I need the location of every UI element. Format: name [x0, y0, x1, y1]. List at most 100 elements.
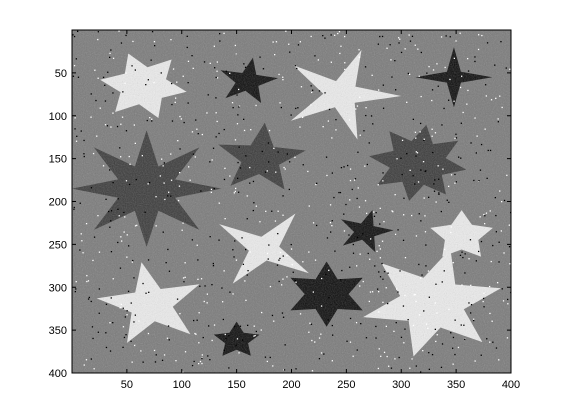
speckle — [218, 202, 220, 204]
speckle — [266, 170, 268, 172]
speckle — [382, 84, 384, 86]
speckle — [79, 202, 81, 204]
speckle — [317, 59, 319, 61]
speckle — [380, 355, 382, 357]
speckle — [244, 280, 246, 282]
speckle — [284, 344, 286, 346]
speckle — [202, 336, 204, 339]
speckle — [254, 334, 256, 337]
speckle — [478, 250, 480, 253]
speckle — [424, 231, 427, 233]
speckle — [170, 153, 172, 155]
speckle — [274, 54, 276, 56]
speckle — [463, 324, 465, 326]
speckle — [509, 68, 511, 70]
speckle — [212, 262, 214, 265]
speckle — [495, 347, 498, 349]
speckle — [198, 342, 200, 344]
speckle — [130, 340, 132, 342]
speckle — [386, 355, 388, 358]
speckle — [501, 201, 503, 203]
speckle — [457, 346, 460, 349]
speckle — [186, 35, 188, 37]
speckle — [452, 262, 454, 264]
speckle — [480, 143, 483, 146]
speckle — [427, 327, 429, 329]
speckle — [274, 220, 277, 222]
speckle — [378, 245, 380, 247]
speckle — [378, 348, 380, 350]
speckle — [352, 252, 355, 254]
speckle — [343, 213, 345, 215]
speckle — [234, 325, 236, 328]
speckle — [507, 303, 509, 305]
speckle — [112, 322, 114, 324]
speckle — [112, 112, 114, 114]
speckle — [455, 181, 457, 183]
speckle — [105, 198, 107, 200]
speckle — [126, 314, 128, 316]
speckle — [172, 68, 175, 70]
speckle — [441, 124, 443, 126]
speckle — [213, 188, 215, 190]
speckle — [168, 270, 171, 272]
speckle — [470, 304, 473, 306]
speckle — [366, 212, 368, 214]
speckle — [90, 93, 92, 95]
speckle — [399, 270, 401, 272]
speckle — [238, 352, 240, 354]
speckle — [204, 285, 206, 287]
speckle — [416, 152, 419, 154]
speckle — [92, 259, 94, 262]
speckle — [483, 213, 485, 216]
speckle — [86, 275, 88, 277]
speckle — [119, 147, 121, 149]
speckle — [436, 312, 438, 314]
speckle — [459, 254, 462, 256]
speckle — [434, 328, 436, 330]
y-tick-label: 300 — [49, 282, 67, 294]
speckle — [297, 44, 300, 46]
speckle — [90, 187, 93, 189]
speckle — [450, 231, 452, 234]
speckle — [98, 251, 101, 253]
speckle — [244, 66, 247, 68]
speckle — [397, 229, 399, 231]
speckle — [289, 161, 291, 163]
speckle — [349, 199, 351, 201]
speckle — [252, 180, 255, 183]
speckle — [216, 77, 219, 79]
speckle — [382, 107, 385, 109]
speckle — [415, 151, 417, 153]
speckle — [209, 62, 211, 64]
speckle — [356, 265, 358, 267]
speckle — [162, 231, 164, 233]
speckle — [133, 321, 135, 323]
speckle — [222, 301, 224, 303]
speckle — [197, 278, 199, 280]
speckle — [340, 279, 342, 281]
speckle — [438, 193, 440, 195]
speckle — [360, 323, 362, 325]
speckle — [362, 280, 364, 283]
speckle — [119, 307, 121, 309]
speckle — [261, 150, 263, 153]
speckle — [407, 72, 409, 75]
speckle — [329, 204, 332, 206]
speckle — [423, 139, 425, 141]
speckle — [331, 225, 333, 227]
speckle — [112, 182, 114, 184]
speckle — [414, 131, 417, 133]
speckle — [154, 45, 156, 47]
speckle — [485, 84, 487, 86]
speckle — [281, 284, 283, 286]
speckle — [136, 224, 138, 226]
speckle — [225, 70, 227, 72]
speckle — [328, 269, 330, 271]
speckle — [272, 365, 274, 367]
speckle — [359, 285, 361, 287]
speckle — [132, 40, 134, 43]
speckle — [255, 205, 257, 207]
speckle — [187, 102, 189, 104]
speckle — [431, 99, 433, 102]
